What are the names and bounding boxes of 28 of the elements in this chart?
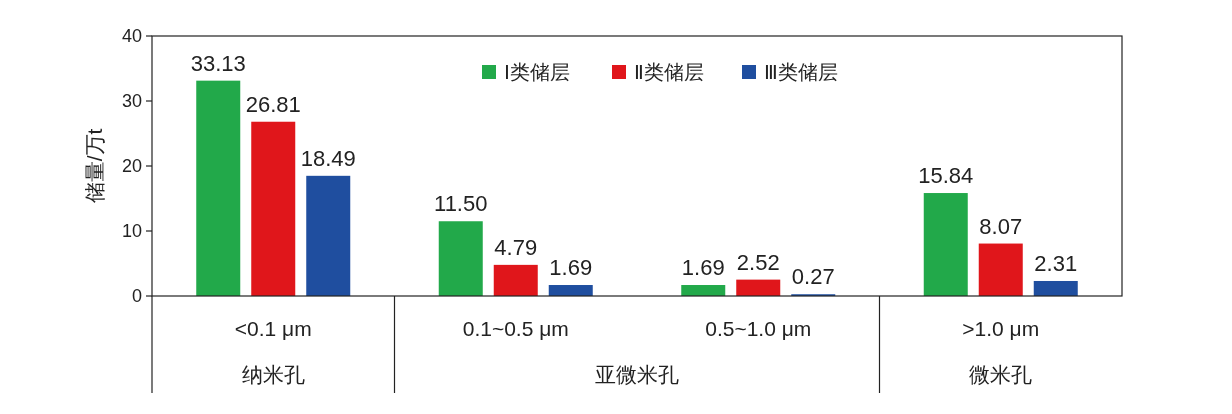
data-label: 15.84 — [918, 163, 974, 189]
x-tick-label: >1.0 μm — [962, 317, 1040, 340]
data-label: 11.50 — [434, 191, 488, 217]
y-axis-title: 储量/万t — [83, 128, 106, 204]
x-tick-label: 0.1~0.5 μm — [462, 317, 569, 340]
text: 纳米孔 — [241, 363, 305, 386]
y-tick-label: 40 — [121, 26, 142, 46]
y-tick-label: 20 — [121, 156, 142, 176]
text: 亚微米孔 — [595, 363, 679, 386]
legend-label: Ⅲ类储层 — [764, 61, 838, 83]
data-label: 2.31 — [1034, 250, 1078, 276]
legend-label: Ⅱ类储层 — [634, 61, 704, 83]
data-label: 0.27 — [791, 264, 835, 290]
legend-label: Ⅰ类储层 — [504, 61, 570, 83]
data-label: 26.81 — [245, 91, 301, 117]
text: 微米孔 — [969, 363, 1033, 386]
data-label: 1.69 — [549, 255, 593, 281]
data-label: 33.13 — [190, 50, 246, 76]
data-label: 1.69 — [681, 255, 725, 281]
y-tick-label: 10 — [121, 221, 142, 241]
data-label: 4.79 — [494, 234, 538, 260]
data-label: 8.07 — [979, 213, 1023, 239]
y-tick-label: 0 — [131, 286, 142, 306]
data-label: 18.49 — [300, 145, 356, 171]
data-label: 2.52 — [736, 249, 780, 275]
y-tick-label: 30 — [121, 91, 142, 111]
x-tick-label: 0.5~1.0 μm — [705, 317, 812, 340]
x-tick-label: <0.1 μm — [234, 317, 312, 340]
